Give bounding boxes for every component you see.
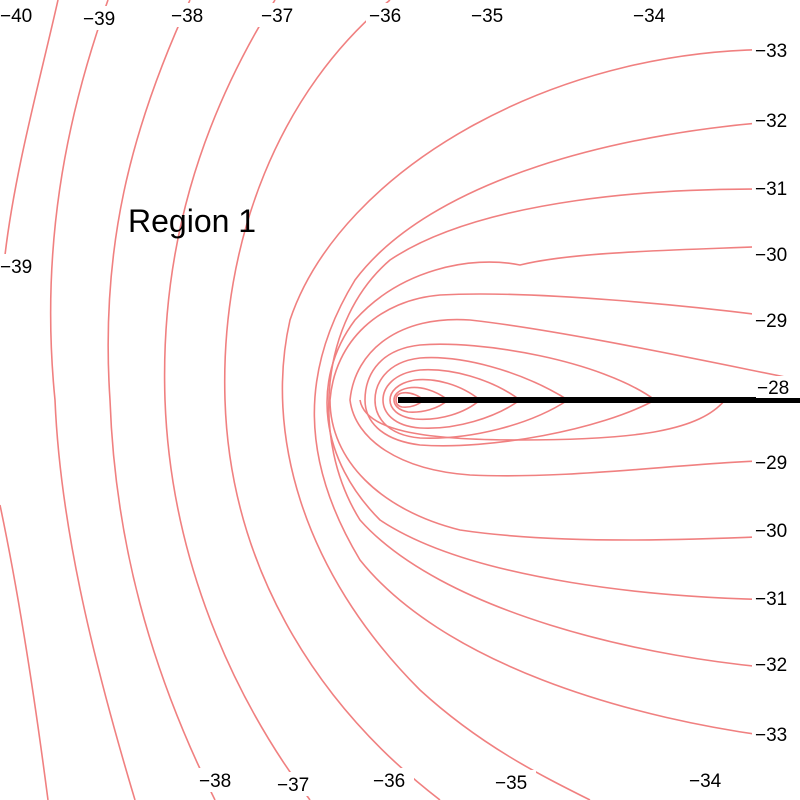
contour-line bbox=[4, 0, 59, 256]
contour-level-label: −36 bbox=[373, 771, 405, 792]
contour-line bbox=[393, 386, 450, 413]
contour-level-label: −38 bbox=[171, 6, 203, 27]
contour-line bbox=[329, 293, 800, 541]
contour-level-label: −32 bbox=[755, 111, 787, 132]
contour-level-label: −32 bbox=[755, 655, 787, 676]
contour-line bbox=[281, 48, 800, 800]
contour-level-label: −35 bbox=[471, 6, 503, 27]
contour-line bbox=[382, 368, 522, 430]
contour-line bbox=[328, 188, 800, 671]
contour-level-labels: −40 −39 −38 −37 −36 −35 −34 −33 −32 −31 … bbox=[0, 3, 800, 796]
contour-level-label: −37 bbox=[277, 775, 309, 796]
contour-level-label: −37 bbox=[261, 6, 293, 27]
contour-line bbox=[107, 0, 216, 800]
contour-line bbox=[163, 0, 311, 800]
contour-level-label: −29 bbox=[755, 311, 787, 332]
contour-line bbox=[0, 504, 49, 800]
contour-level-label: −33 bbox=[755, 41, 787, 62]
contour-line bbox=[49, 0, 136, 800]
contour-level-label: −34 bbox=[689, 771, 722, 792]
contour-level-label: −39 bbox=[83, 9, 115, 30]
contour-line bbox=[395, 391, 426, 408]
contour-level-label: −31 bbox=[755, 589, 787, 610]
contour-level-label: −28 bbox=[757, 378, 789, 399]
contour-level-label: −30 bbox=[755, 245, 787, 266]
contour-line bbox=[349, 318, 800, 477]
contour-line bbox=[223, 0, 441, 800]
contour-level-label: −36 bbox=[369, 6, 401, 27]
contour-level-label: −30 bbox=[755, 521, 787, 542]
contour-line bbox=[374, 356, 570, 439]
contour-line bbox=[389, 378, 482, 421]
contour-line bbox=[326, 244, 800, 601]
contour-level-label: −33 bbox=[755, 725, 787, 746]
contour-line bbox=[364, 343, 657, 447]
contour-level-label: −38 bbox=[199, 771, 231, 792]
contour-level-label: −35 bbox=[495, 773, 527, 794]
contour-level-label: −40 bbox=[0, 6, 32, 27]
contour-level-label: −31 bbox=[755, 179, 787, 200]
region-label: Region 1 bbox=[128, 203, 256, 239]
contour-level-label: −29 bbox=[755, 453, 787, 474]
contour-level-label: −39 bbox=[0, 257, 32, 278]
contour-line bbox=[313, 119, 800, 741]
contour-level-label: −34 bbox=[633, 6, 666, 27]
